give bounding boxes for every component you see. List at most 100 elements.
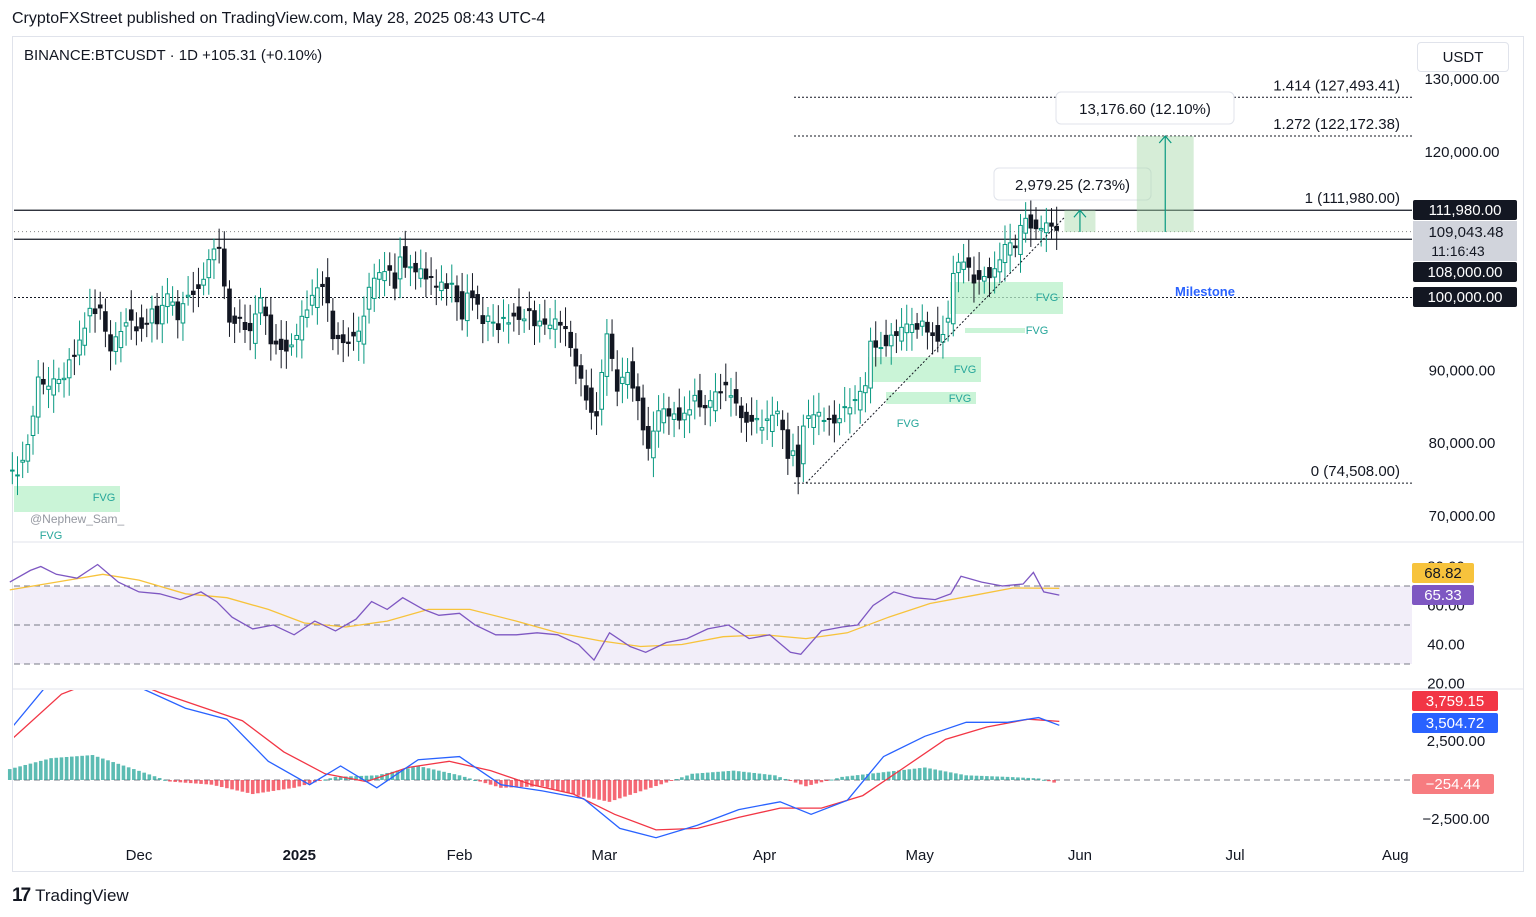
- histogram-bar: [292, 780, 296, 788]
- candle-body: [408, 266, 413, 269]
- rsi-ma-value-badge: [1412, 563, 1474, 583]
- histogram-bar: [923, 767, 927, 780]
- candle-body: [485, 315, 491, 322]
- candle-body: [149, 308, 155, 324]
- histogram-bar: [132, 769, 136, 780]
- candle-body: [930, 332, 935, 337]
- footer-brand[interactable]: 17 TradingView: [12, 885, 129, 907]
- histogram-bar: [979, 775, 984, 780]
- time-axis-tick: Jul: [1225, 847, 1244, 864]
- symbol-info: BINANCE:BTCUSDT · 1D +105.31 (+0.10%): [24, 47, 323, 64]
- candle-body: [1018, 224, 1023, 255]
- candle-body: [222, 248, 227, 287]
- histogram-bar: [586, 780, 591, 798]
- histogram-bar: [793, 780, 798, 783]
- histogram-bar: [954, 773, 958, 780]
- candle-body: [801, 425, 806, 465]
- histogram-bar: [747, 772, 751, 780]
- histogram-bar: [881, 772, 886, 780]
- candle-body: [945, 317, 951, 323]
- histogram-bar: [550, 780, 555, 789]
- histogram-bar: [214, 780, 219, 786]
- fvg-zone: [886, 392, 976, 404]
- candle-body: [842, 406, 848, 409]
- candle-body: [113, 336, 119, 352]
- candle-body: [315, 287, 320, 309]
- watermark-text: @Nephew_Sam_: [30, 512, 125, 526]
- candle-body: [402, 246, 408, 268]
- candle-body: [826, 417, 832, 420]
- histogram-bar: [700, 772, 705, 780]
- candle-body: [888, 334, 894, 347]
- candle-body: [614, 369, 620, 392]
- candle-body: [868, 340, 873, 389]
- histogram-bar: [23, 764, 28, 780]
- histogram-bar: [974, 775, 979, 780]
- histogram-bar: [7, 769, 12, 780]
- candle-body: [377, 272, 382, 280]
- candle-body: [72, 354, 77, 357]
- fvg-zone: [950, 282, 1063, 314]
- candle-body: [873, 340, 879, 348]
- histogram-bar: [49, 758, 53, 780]
- candle-body: [671, 413, 677, 420]
- candle-body: [521, 318, 527, 322]
- price-label-108000: 108,000.00: [1427, 264, 1502, 281]
- candle-body: [418, 268, 424, 279]
- candle-body: [863, 385, 868, 394]
- measure-label-box: [1055, 91, 1235, 125]
- histogram-bar: [762, 774, 767, 780]
- candle-body: [439, 281, 444, 292]
- histogram-bar: [680, 777, 684, 780]
- last-price: 109,043.48: [1428, 224, 1503, 241]
- histogram-bar: [855, 775, 860, 780]
- price-label-100000-badge: [1413, 287, 1517, 307]
- candle-body: [428, 276, 434, 279]
- candle-body: [935, 325, 941, 342]
- histogram-bar: [411, 767, 415, 780]
- candle-body: [651, 430, 656, 459]
- price-axis-tick: 120,000.00: [1424, 144, 1499, 161]
- candle-body: [966, 257, 972, 268]
- histogram-bar: [1016, 777, 1020, 780]
- currency-selector[interactable]: USDT: [1417, 42, 1509, 72]
- candle-body: [795, 444, 801, 478]
- histogram-bar: [804, 780, 808, 787]
- candle-body: [340, 334, 346, 344]
- candle-body: [423, 268, 429, 280]
- candle-body: [1038, 227, 1044, 231]
- histogram-bar: [69, 756, 74, 780]
- histogram-bar: [478, 780, 483, 782]
- candle-body: [444, 283, 449, 289]
- candle-body: [299, 315, 305, 341]
- histogram-bar: [281, 780, 286, 790]
- candle-body: [976, 270, 982, 280]
- candle-body: [687, 409, 692, 416]
- candle-body: [103, 311, 108, 332]
- candle-body: [956, 261, 961, 274]
- candle-body: [1002, 244, 1008, 264]
- histogram-bar: [178, 780, 183, 783]
- candle-body: [589, 387, 594, 413]
- candle-body: [547, 324, 553, 330]
- histogram-bar: [1000, 776, 1005, 780]
- candle-body: [692, 394, 698, 402]
- candle-body: [661, 408, 667, 424]
- macd-value-badge: [1412, 713, 1498, 733]
- histogram-bar: [545, 780, 550, 788]
- histogram-bar: [302, 780, 307, 786]
- histogram-bar: [328, 778, 333, 780]
- candle-body: [144, 322, 150, 325]
- histogram-bar: [1026, 777, 1031, 780]
- histogram-bar: [126, 767, 131, 780]
- candle-body: [201, 278, 206, 286]
- price-axis-tick: 70,000.00: [1429, 508, 1496, 525]
- histogram-bar: [602, 780, 607, 801]
- histogram-bar: [493, 780, 498, 787]
- histogram-bar: [499, 780, 503, 788]
- candle-body: [397, 256, 403, 280]
- histogram-bar: [1047, 780, 1051, 782]
- candle-body: [697, 390, 703, 408]
- candle-body: [330, 310, 336, 340]
